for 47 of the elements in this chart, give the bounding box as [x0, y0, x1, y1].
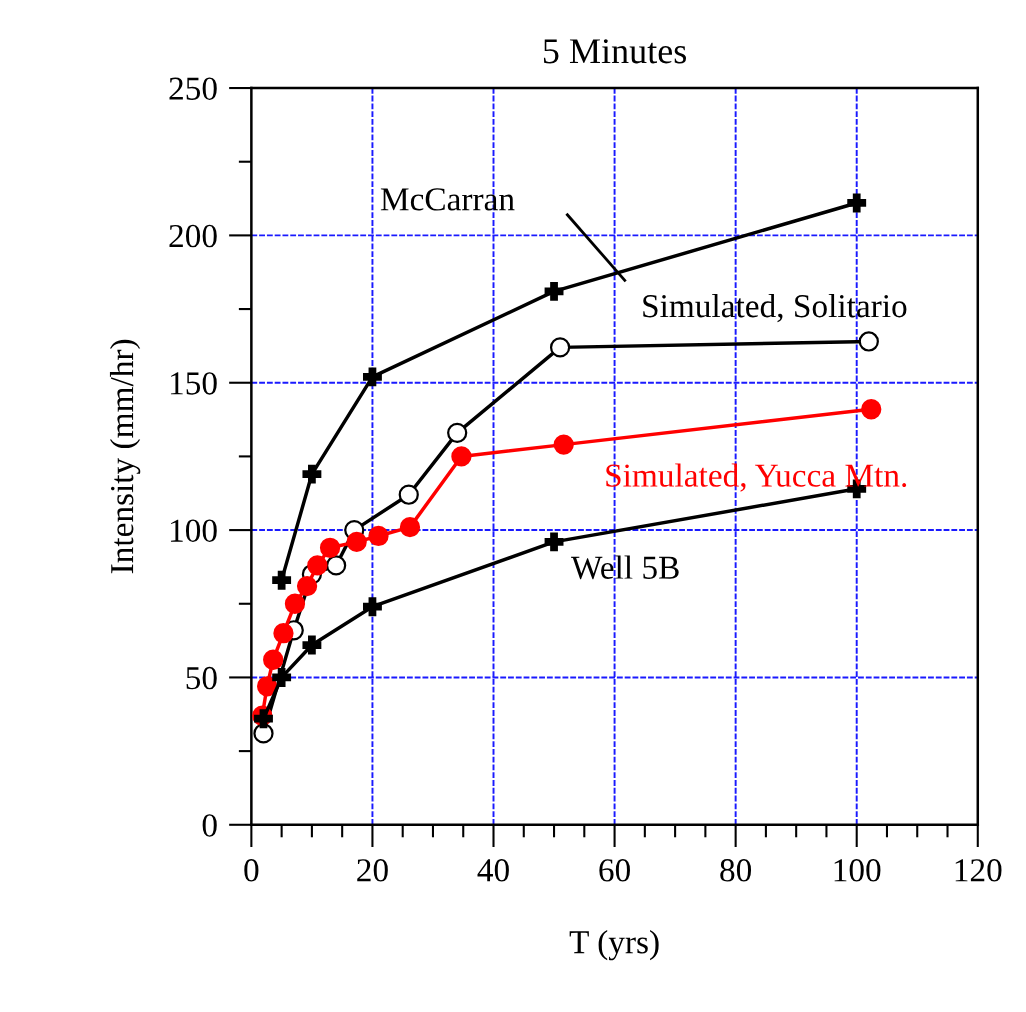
- series-label: Well 5B: [571, 555, 679, 580]
- point: [302, 464, 322, 484]
- point: [861, 399, 882, 420]
- point: [346, 531, 367, 553]
- point: [302, 635, 322, 655]
- y-tick-label: 200: [169, 224, 217, 248]
- point: [399, 517, 421, 538]
- point: [256, 676, 278, 697]
- x-tick-label: 80: [720, 859, 752, 882]
- point: [553, 434, 574, 455]
- point: [858, 331, 879, 352]
- x-tick-label: 120: [955, 859, 1002, 882]
- point: [325, 555, 347, 576]
- x-tick-label: 20: [357, 859, 388, 882]
- point: [284, 593, 306, 614]
- y-tick-label: 100: [170, 519, 217, 542]
- point: [263, 649, 284, 670]
- y-axis-title: Intensity (mm/hr): [109, 339, 141, 574]
- text: McCarran: [380, 188, 515, 211]
- point: [319, 537, 341, 558]
- point: [447, 422, 468, 443]
- point: [296, 575, 318, 597]
- series-label: Simulated, Solitario: [643, 293, 907, 323]
- point: [362, 367, 382, 387]
- x-tick-label: 100: [834, 859, 881, 882]
- x-axis-title: T (yrs): [569, 930, 659, 961]
- point: [273, 623, 294, 644]
- x-tick-label: 0: [244, 859, 259, 882]
- point: [451, 446, 472, 467]
- y-tick-label: 50: [186, 666, 217, 690]
- point: [398, 484, 419, 505]
- y-tick-label: 150: [170, 372, 217, 395]
- point: [272, 570, 292, 590]
- series-label: Simulated, Yucca Mtn.: [606, 463, 907, 492]
- point: [307, 555, 328, 576]
- point: [847, 193, 867, 213]
- x-tick-label: 40: [477, 859, 509, 882]
- point: [549, 337, 571, 358]
- point: [368, 525, 389, 547]
- point: [272, 667, 292, 687]
- y-tick-label: 0: [202, 814, 217, 837]
- point: [544, 281, 564, 301]
- point: [362, 597, 382, 617]
- y-tick-label: 250: [169, 77, 217, 100]
- point: [544, 532, 564, 552]
- x-tick-label: 60: [599, 859, 630, 882]
- chart-title: 5 Minutes: [543, 39, 686, 64]
